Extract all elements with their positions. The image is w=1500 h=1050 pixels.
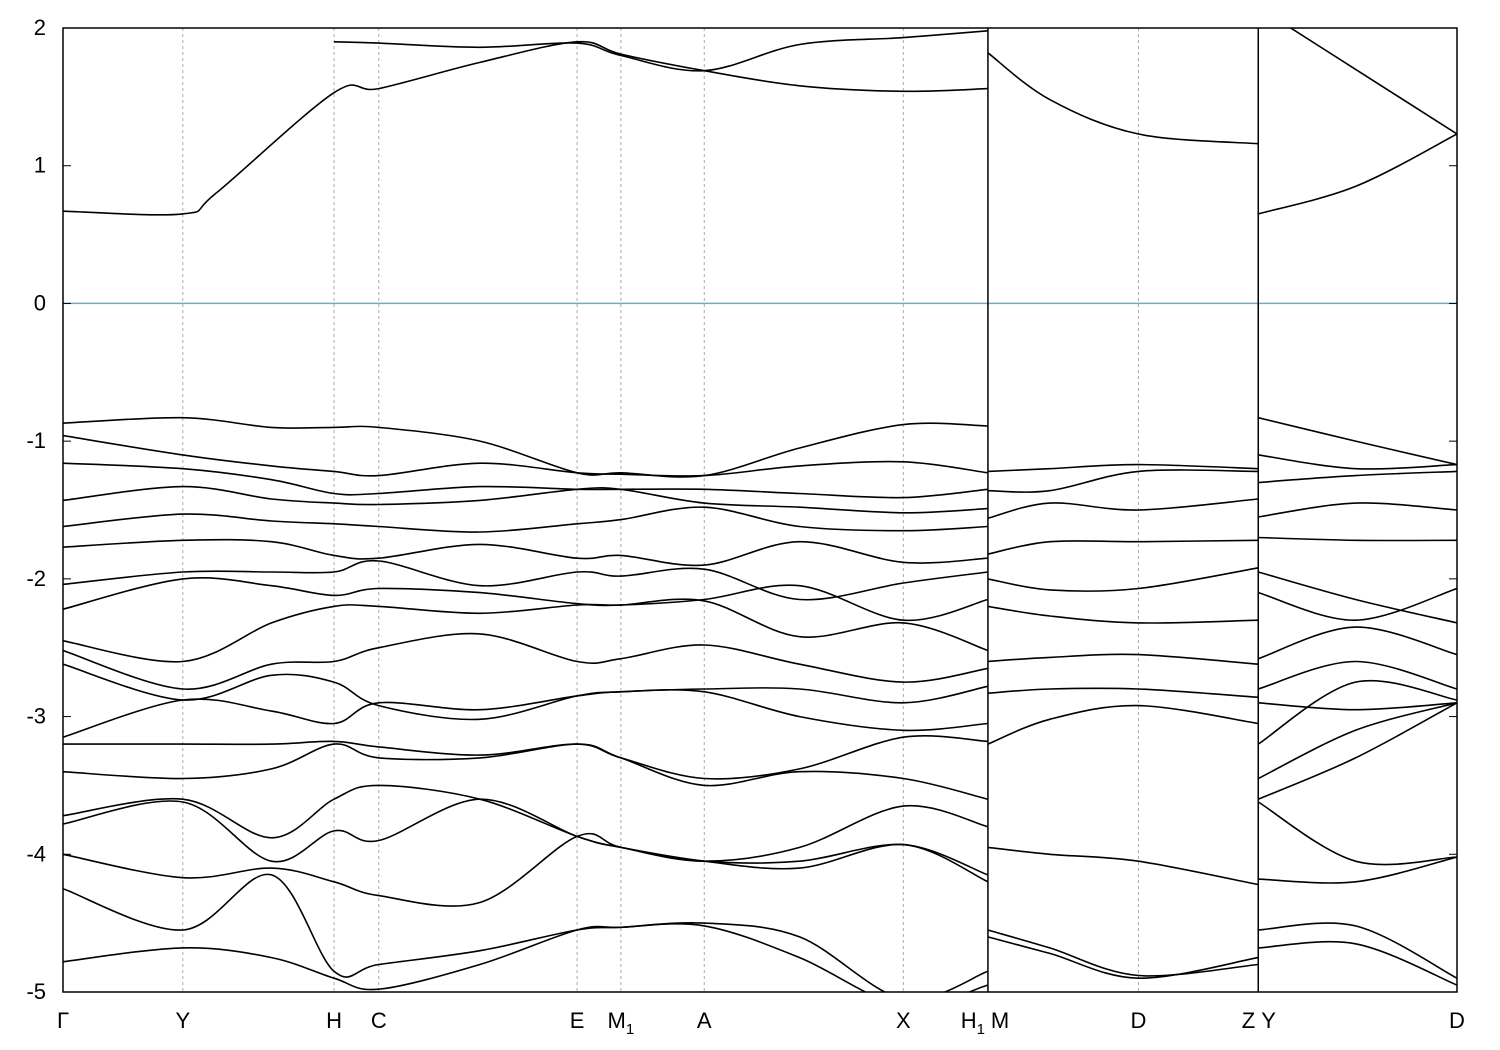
band-line xyxy=(63,663,989,721)
plot-frame xyxy=(62,27,1458,993)
band-line xyxy=(1258,922,1457,979)
kpoint-label: H xyxy=(326,1008,342,1033)
band-line xyxy=(987,52,1259,145)
y-tick-label: -3 xyxy=(26,704,46,729)
band-line xyxy=(63,506,988,533)
band-line xyxy=(1257,702,1457,800)
band-line xyxy=(1258,626,1457,660)
band-line xyxy=(987,605,1259,624)
band-line xyxy=(1258,536,1457,542)
band-line xyxy=(63,632,989,690)
kpoint-label: Γ xyxy=(57,1008,69,1033)
kpoint-label: D xyxy=(1449,1008,1465,1033)
y-tick-label: -4 xyxy=(26,841,46,866)
band-line xyxy=(1289,28,1457,135)
band-line xyxy=(63,538,988,567)
band-line xyxy=(63,798,989,883)
band-line xyxy=(987,846,1259,886)
band-line xyxy=(1258,454,1457,470)
band-line xyxy=(987,936,1259,980)
band-line xyxy=(1258,571,1457,624)
y-tick-label: -2 xyxy=(26,566,46,591)
band-line xyxy=(987,687,1259,699)
y-axis-ticks: -5 -4 -3 -2 -1 0 1 2 xyxy=(26,15,1457,1004)
kpoint-label: A xyxy=(697,1008,712,1033)
band-line xyxy=(63,832,989,907)
kpoint-label: Y xyxy=(175,1008,190,1033)
y-tick-label: 0 xyxy=(34,290,46,315)
band-line xyxy=(1258,470,1457,484)
kpoint-label: D xyxy=(1131,1008,1147,1033)
y-tick-label: -5 xyxy=(26,979,46,1004)
band-line xyxy=(63,416,988,478)
band-line xyxy=(1258,856,1457,884)
kpoint-label: E xyxy=(570,1008,585,1033)
band-line xyxy=(987,929,1259,977)
y-tick-label: 1 xyxy=(34,153,46,178)
band-line xyxy=(63,577,989,622)
band-line xyxy=(63,485,988,514)
band-line xyxy=(63,40,988,216)
band-line xyxy=(987,653,1259,665)
band-line xyxy=(987,463,1259,473)
band-line xyxy=(987,567,1259,592)
y-tick-label: -1 xyxy=(26,428,46,453)
kpoint-label: Z xyxy=(1242,1008,1255,1033)
band-line xyxy=(63,559,989,601)
y-tick-label: 2 xyxy=(34,15,46,40)
band-line xyxy=(987,539,1259,555)
band-line xyxy=(987,469,1259,493)
band-line xyxy=(1258,133,1457,215)
band-line xyxy=(63,689,988,738)
band-line xyxy=(987,704,1259,745)
band-line xyxy=(1258,416,1457,466)
band-line xyxy=(63,434,989,477)
kpoint-label: X xyxy=(896,1008,911,1033)
band-lines xyxy=(63,28,1457,992)
band-line xyxy=(63,743,989,800)
band-line xyxy=(1258,702,1457,711)
band-line xyxy=(1257,679,1457,745)
segment-separators xyxy=(987,28,1260,992)
band-line xyxy=(1257,801,1457,866)
band-line xyxy=(63,598,989,663)
band-line xyxy=(1258,502,1457,518)
band-line xyxy=(1258,940,1457,986)
band-line xyxy=(1258,587,1457,622)
band-line xyxy=(1258,660,1457,690)
kpoint-label: C xyxy=(371,1008,387,1033)
band-line xyxy=(63,873,989,992)
band-line xyxy=(1257,702,1457,780)
kpoint-label: Y xyxy=(1261,1008,1276,1033)
band-line xyxy=(333,30,988,72)
band-line xyxy=(63,784,989,863)
band-line xyxy=(63,923,989,992)
kpoint-label: M xyxy=(991,1008,1009,1033)
band-line xyxy=(987,498,1259,520)
band-line xyxy=(63,462,988,499)
